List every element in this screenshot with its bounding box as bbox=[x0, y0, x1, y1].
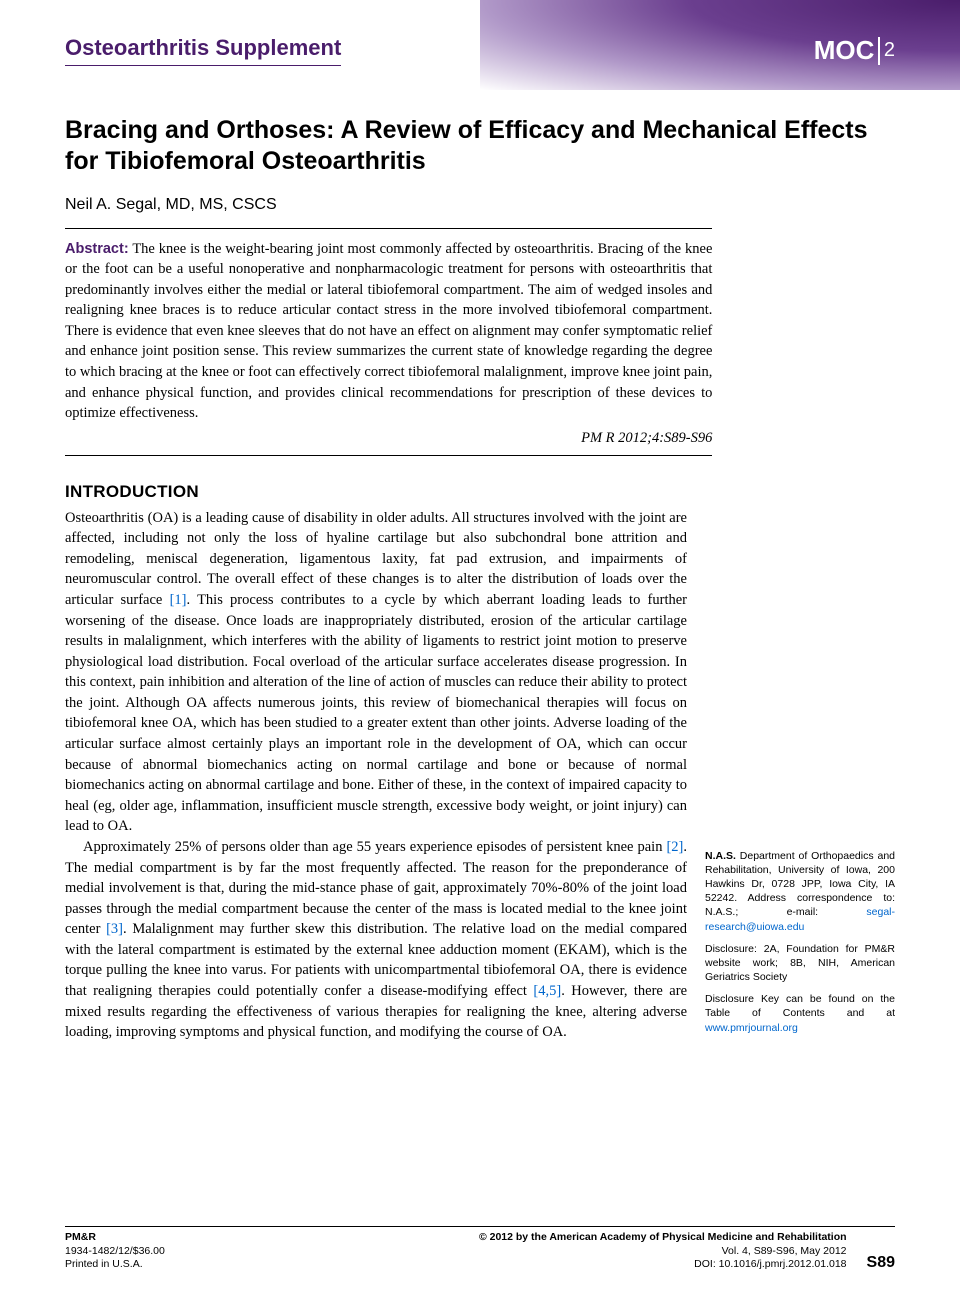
author-line: Neil A. Segal, MD, MS, CSCS bbox=[65, 196, 895, 214]
introduction-body: Osteoarthritis (OA) is a leading cause o… bbox=[65, 508, 687, 1043]
footer-doi: DOI: 10.1016/j.pmrj.2012.01.018 bbox=[694, 1258, 846, 1270]
footer-brand: PM&R bbox=[65, 1231, 96, 1243]
page-footer: PM&R 1934-1482/12/$36.00 Printed in U.S.… bbox=[65, 1226, 895, 1272]
footer-volinfo: Vol. 4, S89-S96, May 2012 bbox=[722, 1245, 847, 1257]
p2-text-a: Approximately 25% of persons older than … bbox=[83, 839, 666, 855]
ref-link-45[interactable]: [4,5] bbox=[533, 983, 561, 999]
article-title: Bracing and Orthoses: A Review of Effica… bbox=[65, 115, 895, 178]
main-column: INTRODUCTION Osteoarthritis (OA) is a le… bbox=[65, 482, 687, 1043]
abstract-text: Abstract: The knee is the weight-bearing… bbox=[65, 239, 712, 424]
moc-badge: MOC 2 bbox=[814, 35, 895, 66]
disclosure-block: Disclosure: 2A, Foundation for PM&R webs… bbox=[705, 942, 895, 985]
sidebar-column: N.A.S. Department of Orthopaedics and Re… bbox=[705, 482, 895, 1043]
ref-link-2[interactable]: [2] bbox=[666, 839, 683, 855]
intro-paragraph-2: Approximately 25% of persons older than … bbox=[65, 837, 687, 1043]
intro-paragraph-1: Osteoarthritis (OA) is a leading cause o… bbox=[65, 508, 687, 837]
affiliation-block: N.A.S. Department of Orthopaedics and Re… bbox=[705, 849, 895, 934]
disclosure-key-text: Disclosure Key can be found on the Table… bbox=[705, 993, 895, 1019]
ref-link-1[interactable]: [1] bbox=[170, 592, 187, 608]
footer-copyright: © 2012 by the American Academy of Physic… bbox=[479, 1231, 847, 1243]
abstract-label: Abstract: bbox=[65, 241, 129, 257]
journal-link[interactable]: www.pmrjournal.org bbox=[705, 1022, 798, 1034]
footer-left: PM&R 1934-1482/12/$36.00 Printed in U.S.… bbox=[65, 1231, 165, 1272]
abstract-block: Abstract: The knee is the weight-bearing… bbox=[65, 228, 712, 456]
badge-divider bbox=[878, 37, 880, 65]
footer-issn: 1934-1482/12/$36.00 bbox=[65, 1245, 165, 1257]
two-column-layout: INTRODUCTION Osteoarthritis (OA) is a le… bbox=[65, 482, 895, 1043]
content-area: Bracing and Orthoses: A Review of Effica… bbox=[65, 115, 895, 1043]
moc-text: MOC bbox=[814, 35, 875, 66]
supplement-label: Osteoarthritis Supplement bbox=[65, 35, 341, 66]
footer-right: © 2012 by the American Academy of Physic… bbox=[479, 1231, 895, 1272]
abstract-body: The knee is the weight-bearing joint mos… bbox=[65, 241, 712, 422]
page-number: S89 bbox=[867, 1254, 895, 1272]
ref-link-3[interactable]: [3] bbox=[106, 921, 123, 937]
introduction-heading: INTRODUCTION bbox=[65, 482, 687, 502]
p1-text-b: . This process contributes to a cycle by… bbox=[65, 592, 687, 834]
moc-number: 2 bbox=[884, 39, 895, 62]
footer-printed: Printed in U.S.A. bbox=[65, 1258, 143, 1270]
header-bar: Osteoarthritis Supplement MOC 2 bbox=[65, 35, 895, 66]
sidebar-info: N.A.S. Department of Orthopaedics and Re… bbox=[705, 849, 895, 1043]
abstract-citation: PM R 2012;4:S89-S96 bbox=[65, 430, 712, 447]
author-initials: N.A.S. bbox=[705, 850, 740, 862]
disclosure-key-block: Disclosure Key can be found on the Table… bbox=[705, 992, 895, 1035]
